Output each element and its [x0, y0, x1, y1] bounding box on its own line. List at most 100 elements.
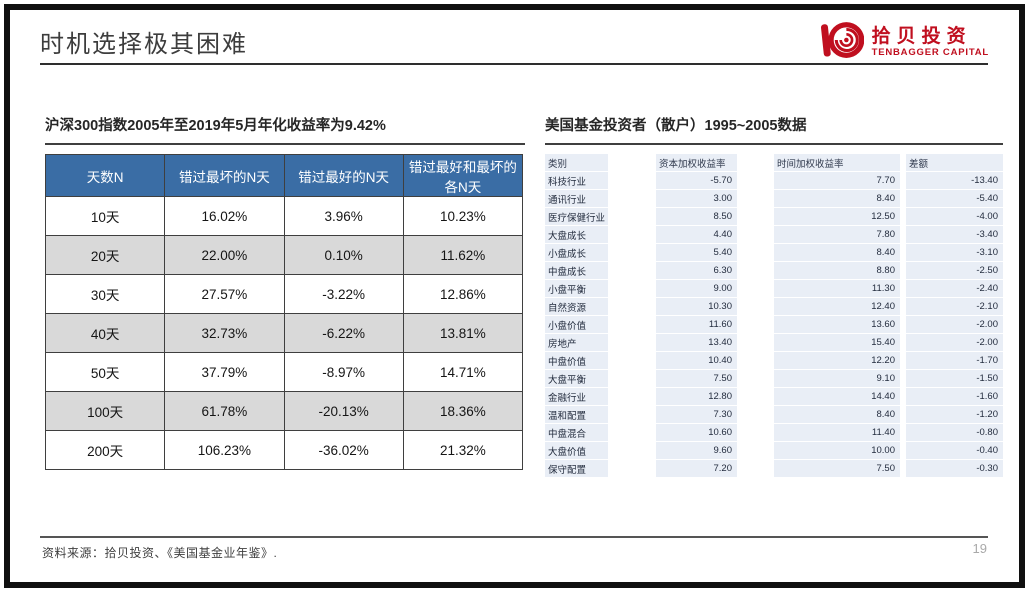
us-fund-column-spacer [608, 172, 656, 189]
us-fund-table-cell: 中盘价值 [545, 352, 608, 369]
logo-en-text: TENBAGGER CAPITAL [871, 46, 989, 58]
us-fund-table-cell: -4.00 [906, 208, 1003, 225]
us-fund-table-row: 中盘成长 6.30 8.80 -2.50 [545, 262, 1003, 279]
us-fund-table-cell: 小盘成长 [545, 244, 608, 261]
us-fund-column-spacer [737, 226, 774, 243]
logo-cn-text: 拾贝投资 [871, 25, 972, 47]
us-fund-table-cell: -3.10 [906, 244, 1003, 261]
hs300-table-cell: 40天 [44, 313, 166, 353]
us-fund-table-row: 房地产 13.40 15.40 -2.00 [545, 334, 1003, 351]
us-fund-header-cell: 类别 [545, 154, 608, 171]
us-fund-table-row: 小盘成长 5.40 8.40 -3.10 [545, 244, 1003, 261]
us-fund-table-cell: 11.60 [656, 316, 737, 333]
us-fund-table: 类别 资本加权收益率 时间加权收益率 差额 科技行业 -5.70 7.70 -13.40 通讯行… [545, 154, 1003, 477]
us-fund-column-spacer [608, 190, 656, 207]
hs300-table-cell: -8.97% [283, 352, 404, 392]
us-fund-table-cell: 中盘成长 [545, 262, 608, 279]
hs300-header-cell: 天数N [44, 154, 166, 197]
hs300-table-cell: 106.23% [164, 430, 285, 470]
us-fund-column-spacer [737, 172, 774, 189]
us-fund-table-row: 通讯行业 3.00 8.40 -5.40 [545, 190, 1003, 207]
hs300-table-cell: 16.02% [164, 196, 285, 236]
us-fund-table-row: 自然资源 10.30 12.40 -2.10 [545, 298, 1003, 315]
tenbagger-logo: 拾贝投资 TENBAGGER CAPITAL [820, 19, 989, 66]
us-fund-table-cell: 8.80 [774, 262, 900, 279]
hs300-table-cell: 13.81% [402, 313, 524, 353]
hs300-table-row: 30天 27.57% -3.22% 12.86% [44, 274, 524, 314]
hs300-table-cell: -36.02% [283, 430, 404, 470]
us-fund-table-cell: -2.40 [906, 280, 1003, 297]
us-fund-column-spacer [737, 406, 774, 423]
us-fund-header-cell: 时间加权收益率 [774, 154, 900, 171]
footer-source: 资料来源：拾贝投资、《美国基金业年鉴》. [42, 546, 278, 560]
us-fund-table-row: 大盘成长 4.40 7.80 -3.40 [545, 226, 1003, 243]
us-fund-table-cell: -1.60 [906, 388, 1003, 405]
us-fund-table-cell: 大盘平衡 [545, 370, 608, 387]
hs300-table-cell: 3.96% [283, 196, 404, 236]
us-fund-table-row: 中盘混合 10.60 11.40 -0.80 [545, 424, 1003, 441]
hs300-table: 天数N 错过最坏的N天 错过最好的N天 错过最好和最坏的各N天 10天 16.02% 3.… [44, 154, 524, 470]
us-fund-column-spacer [737, 190, 774, 207]
us-fund-table-cell: 通讯行业 [545, 190, 608, 207]
us-fund-table-cell: 大盘价值 [545, 442, 608, 459]
us-fund-column-spacer [608, 442, 656, 459]
us-fund-table-cell: 10.00 [774, 442, 900, 459]
us-fund-column-spacer [737, 424, 774, 441]
footer-divider [40, 536, 988, 538]
us-fund-table-cell: 7.50 [774, 460, 900, 477]
us-fund-table-cell: 9.10 [774, 370, 900, 387]
us-fund-header-cell: 资本加权收益率 [656, 154, 737, 171]
hs300-table-row: 50天 37.79% -8.97% 14.71% [44, 352, 524, 392]
hs300-table-cell: 10.23% [402, 196, 524, 236]
us-fund-table-cell: 15.40 [774, 334, 900, 351]
us-fund-table-cell: -0.40 [906, 442, 1003, 459]
us-fund-column-spacer [608, 460, 656, 477]
us-fund-column-spacer [737, 298, 774, 315]
us-fund-table-cell: 14.40 [774, 388, 900, 405]
us-fund-table-cell: -2.00 [906, 316, 1003, 333]
us-fund-column-spacer [737, 280, 774, 297]
hs300-table-cell: 21.32% [402, 430, 524, 470]
hs300-section: 沪深300指数2005年至2019年5月年化收益率为9.42% 天数N 错过最坏的… [44, 114, 525, 470]
hs300-table-cell: 10天 [44, 196, 166, 236]
us-fund-column-spacer [737, 460, 774, 477]
hs300-table-cell: 11.62% [402, 235, 524, 275]
header-divider [40, 63, 988, 65]
us-fund-column-spacer [608, 406, 656, 423]
us-fund-table-cell: 13.40 [656, 334, 737, 351]
us-fund-column-spacer [608, 370, 656, 387]
us-fund-table-cell: 房地产 [545, 334, 608, 351]
us-fund-table-cell: -0.30 [906, 460, 1003, 477]
hs300-table-row: 200天 106.23% -36.02% 21.32% [44, 430, 524, 470]
us-fund-section: 美国基金投资者（散户）1995~2005数据 类别 资本加权收益率 时间加权收益率差… [545, 114, 1003, 478]
hs300-table-cell: 50天 [44, 352, 166, 392]
us-fund-table-cell: 大盘成长 [545, 226, 608, 243]
us-fund-table-cell: 3.00 [656, 190, 737, 207]
us-fund-table-cell: 6.30 [656, 262, 737, 279]
us-fund-column-spacer [608, 280, 656, 297]
hs300-table-cell: 100天 [44, 391, 166, 431]
us-fund-table-cell: 自然资源 [545, 298, 608, 315]
us-fund-column-spacer [608, 208, 656, 225]
us-fund-header-cell: 差额 [906, 154, 1003, 171]
hs300-table-cell: 61.78% [164, 391, 285, 431]
us-fund-column-spacer [737, 244, 774, 261]
hs300-table-cell: 30天 [44, 274, 166, 314]
us-fund-table-cell: -5.40 [906, 190, 1003, 207]
us-fund-column-spacer [608, 352, 656, 369]
us-fund-column-spacer [737, 388, 774, 405]
us-fund-column-spacer [608, 298, 656, 315]
us-fund-table-cell: -5.70 [656, 172, 737, 189]
us-fund-column-spacer [608, 244, 656, 261]
hs300-table-cell: 37.79% [164, 352, 285, 392]
us-fund-table-cell: 9.60 [656, 442, 737, 459]
us-fund-table-row: 中盘价值 10.40 12.20 -1.70 [545, 352, 1003, 369]
us-fund-title-divider [545, 143, 1003, 145]
us-fund-table-cell: -3.40 [906, 226, 1003, 243]
us-fund-table-cell: 8.40 [774, 244, 900, 261]
page-title: 时机选择极其困难 [40, 31, 248, 58]
us-fund-table-cell: -2.00 [906, 334, 1003, 351]
us-fund-table-row: 温和配置 7.30 8.40 -1.20 [545, 406, 1003, 423]
us-fund-table-cell: 11.40 [774, 424, 900, 441]
us-fund-table-row: 保守配置 7.20 7.50 -0.30 [545, 460, 1003, 477]
